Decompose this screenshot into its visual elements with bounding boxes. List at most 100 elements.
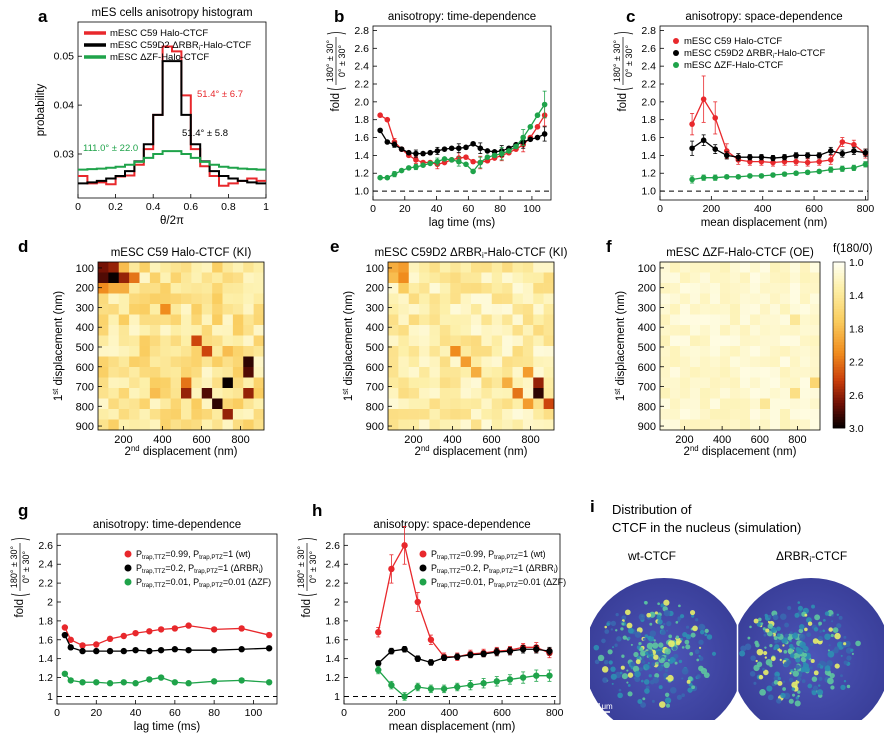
data-point-black bbox=[541, 131, 548, 137]
paren-left bbox=[10, 593, 31, 596]
heatmap-cell bbox=[243, 304, 254, 315]
heatmap-cell bbox=[118, 293, 130, 305]
data-point-green bbox=[827, 166, 834, 173]
heatmap-cell bbox=[770, 325, 781, 336]
ctcf-blob bbox=[843, 660, 848, 665]
ctcf-blob bbox=[627, 691, 633, 697]
heatmap-cell bbox=[471, 356, 482, 368]
heatmap-cell bbox=[98, 377, 109, 389]
y-tick-label: 1.4 bbox=[354, 150, 369, 162]
heatmap-cell bbox=[398, 409, 410, 420]
colorbar-step bbox=[833, 350, 845, 354]
ctcf-blob bbox=[610, 666, 616, 672]
heatmap-cell bbox=[222, 356, 234, 368]
ctcf-blob bbox=[787, 605, 792, 610]
heatmap-cell bbox=[522, 304, 534, 315]
data-point-black bbox=[157, 646, 165, 654]
heatmap-cell bbox=[512, 262, 524, 273]
paren-left bbox=[326, 87, 347, 90]
ctcf-blob bbox=[668, 700, 671, 703]
heatmap-cell bbox=[419, 356, 430, 368]
heatmap-cell bbox=[760, 262, 771, 273]
heatmap-cell bbox=[481, 272, 493, 284]
heatmap-cell bbox=[439, 377, 451, 389]
y-axis-label-numerator: 180° ± 30° bbox=[9, 546, 19, 589]
heatmap-cell bbox=[471, 367, 482, 378]
data-point-red bbox=[413, 157, 419, 163]
data-point-green bbox=[534, 112, 541, 119]
data-point-green bbox=[384, 174, 391, 181]
heatmap-cell bbox=[191, 356, 203, 368]
heatmap-cell bbox=[522, 398, 534, 410]
ctcf-blob bbox=[768, 614, 772, 619]
ctcf-blob bbox=[647, 662, 650, 665]
data-point-green bbox=[120, 679, 127, 686]
y-tick-label: 1.8 bbox=[354, 114, 369, 126]
ctcf-blob bbox=[766, 685, 773, 692]
heatmap-cell bbox=[450, 272, 461, 284]
heatmap-cell bbox=[543, 409, 555, 420]
heatmap-cell bbox=[429, 419, 441, 431]
heatmap-cell bbox=[118, 356, 130, 368]
heatmap-cell bbox=[790, 304, 801, 315]
colorbar-step bbox=[833, 314, 845, 318]
heatmap-cell bbox=[760, 409, 771, 420]
heatmap-cell bbox=[790, 377, 801, 389]
heatmap-cell bbox=[810, 335, 821, 347]
heatmap-cell bbox=[398, 314, 410, 326]
heatmap-cell bbox=[398, 335, 410, 347]
data-point-black bbox=[546, 647, 553, 655]
heatmap-cell bbox=[491, 419, 503, 431]
heatmap-cell bbox=[502, 262, 513, 273]
right-image-label: ΔRBRi-CTCF bbox=[776, 549, 847, 564]
data-point-green bbox=[498, 150, 505, 157]
panel-letter: e bbox=[330, 237, 339, 256]
heatmap-cell bbox=[680, 419, 691, 431]
heatmap-cell bbox=[170, 419, 182, 431]
heatmap-cell bbox=[471, 283, 482, 294]
heatmap-cell bbox=[760, 367, 771, 378]
heatmap-cell bbox=[419, 388, 430, 399]
heatmap-cell bbox=[680, 388, 691, 399]
data-point-black bbox=[534, 134, 541, 141]
ctcf-blob bbox=[679, 614, 685, 619]
heatmap-cell bbox=[139, 283, 151, 294]
heatmap-cell bbox=[471, 304, 482, 315]
heatmap-cell bbox=[253, 314, 265, 326]
colorbar-step bbox=[833, 372, 845, 376]
heatmap-cell bbox=[790, 272, 801, 284]
heatmap-cell bbox=[670, 293, 681, 305]
heatmap-cell bbox=[660, 325, 671, 336]
x-tick-label: 0 bbox=[657, 203, 663, 215]
ctcf-blob bbox=[826, 660, 833, 667]
legend-label: Ptrap,TTZ=0.99, Ptrap,PTZ=1 (wt) bbox=[431, 549, 546, 561]
heatmap-cell bbox=[471, 314, 482, 326]
ctcf-blob bbox=[660, 629, 667, 636]
heatmap-cell bbox=[502, 388, 513, 399]
colorbar-step bbox=[833, 317, 845, 321]
series-line-red bbox=[379, 114, 546, 165]
data-point-green bbox=[448, 157, 455, 163]
data-point-red bbox=[723, 148, 730, 154]
ctcf-blob bbox=[603, 660, 609, 665]
heatmap-cell bbox=[243, 346, 254, 357]
heatmap-cell bbox=[522, 314, 534, 326]
y-tick-label: 1.2 bbox=[325, 672, 340, 684]
ctcf-blob bbox=[647, 635, 652, 640]
colorbar-step bbox=[833, 394, 845, 398]
heatmap-cell bbox=[98, 419, 109, 431]
heatmap-cell bbox=[439, 335, 451, 347]
series-line-green bbox=[380, 104, 546, 179]
ctcf-blob bbox=[796, 647, 802, 654]
ctcf-blob bbox=[810, 658, 815, 664]
heatmap-cell bbox=[512, 419, 524, 431]
ctcf-blob bbox=[840, 654, 843, 657]
colorbar-step bbox=[833, 361, 845, 365]
heatmap-cell bbox=[170, 377, 182, 389]
heatmap-cell bbox=[222, 272, 234, 284]
heatmap-cell bbox=[429, 325, 441, 336]
data-point-green bbox=[456, 158, 462, 165]
heatmap-cell bbox=[243, 293, 254, 305]
heatmap-cell bbox=[388, 419, 399, 431]
heatmap-cell bbox=[118, 314, 130, 326]
